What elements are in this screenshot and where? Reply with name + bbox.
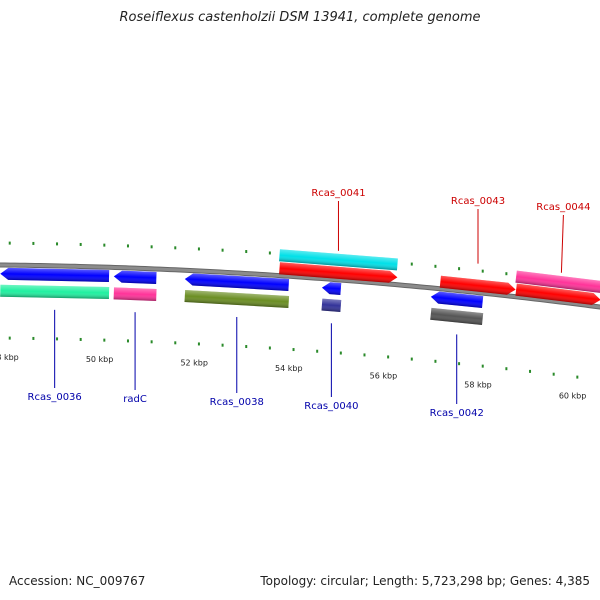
rcas_0038-outer-cds bbox=[184, 290, 290, 308]
scale-label: 54 kbp bbox=[275, 364, 303, 373]
gene-0-outer-cds bbox=[279, 249, 398, 271]
gene-label-rcas_0042: Rcas_0042 bbox=[430, 408, 484, 419]
gene-label-rcas_0038: Rcas_0038 bbox=[210, 397, 264, 408]
rcas_0043-inner-cds bbox=[439, 275, 516, 295]
scale-label: 52 kbp bbox=[180, 359, 208, 368]
scale-label: 58 kbp bbox=[464, 381, 492, 390]
map-title: Roseiflexus castenholzii DSM 13941, comp… bbox=[119, 10, 481, 25]
gene-10-inner-cds bbox=[113, 270, 157, 284]
rcas_0041-inner-cds bbox=[279, 262, 398, 283]
gene-8-inner-cds bbox=[0, 267, 110, 282]
gene-label-rcas_0043: Rcas_0043 bbox=[451, 196, 505, 207]
scale-label: 48 kbp bbox=[0, 353, 19, 362]
gene-label-rcas_0044: Rcas_0044 bbox=[536, 202, 590, 213]
scale-label: 60 kbp bbox=[559, 392, 587, 401]
scale-label: 50 kbp bbox=[86, 355, 114, 364]
genome-backbone-highlight bbox=[0, 263, 600, 309]
genome-summary-text: Topology: circular; Length: 5,723,298 bp… bbox=[260, 574, 590, 588]
rcas_0036-outer-cds bbox=[0, 284, 110, 299]
rcas_0042-outer-cds bbox=[430, 307, 484, 326]
gene-label-rcas_0041: Rcas_0041 bbox=[311, 188, 365, 199]
gene-label-radc: radC bbox=[123, 394, 147, 405]
accession-text: Accession: NC_009767 bbox=[9, 574, 146, 588]
gene-16-inner-cds bbox=[430, 291, 484, 309]
label-leader bbox=[560, 214, 564, 273]
rcas_0040-outer-cds bbox=[321, 298, 342, 312]
radc-outer-cds bbox=[113, 287, 157, 301]
scale-label: 56 kbp bbox=[370, 372, 398, 381]
gene-3-outer-cds bbox=[515, 270, 600, 293]
inner-tick-row bbox=[8, 336, 579, 379]
rcas_0044-inner-cds bbox=[515, 283, 600, 305]
gene-12-inner-cds bbox=[184, 273, 290, 291]
gene-14-inner-cds bbox=[321, 282, 342, 295]
gene-label-rcas_0040: Rcas_0040 bbox=[304, 401, 358, 412]
gene-label-rcas_0036: Rcas_0036 bbox=[28, 392, 82, 403]
